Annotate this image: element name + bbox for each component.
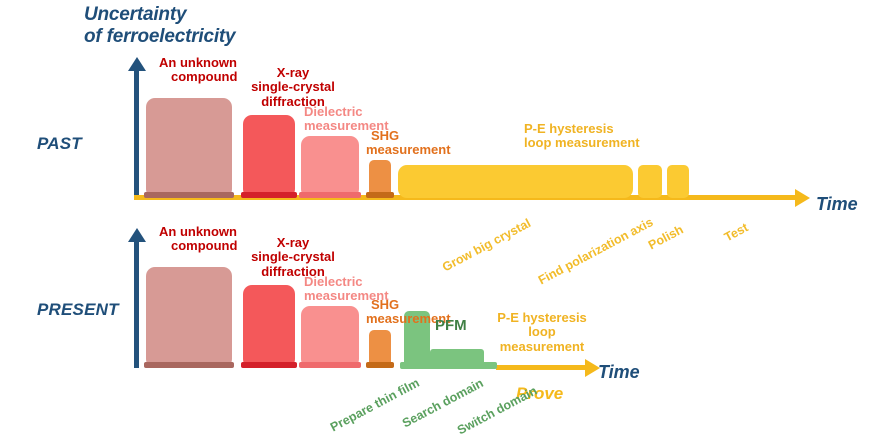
past-label-pe-hysteresis-line-2: loop measurement xyxy=(524,135,640,151)
past-label-unknown-compound-line-2: compound xyxy=(171,69,238,85)
era-label-past: PAST xyxy=(37,134,82,153)
present-prove-label: Prove xyxy=(516,384,564,403)
past-bar-xray xyxy=(243,115,295,198)
past-label-unknown-compound-line-1: An unknown xyxy=(159,55,237,70)
past-bar-pe-find-polarization-axis xyxy=(638,165,662,198)
figure-title: Uncertainty of ferroelectricity xyxy=(84,4,344,48)
past-label-dielectric: Dielectric measurement xyxy=(304,104,389,134)
present-label-unknown-compound: An unknown compound xyxy=(159,224,238,254)
past-label-dielectric-line-2: measurement xyxy=(304,118,389,134)
past-bar-dielectric xyxy=(301,136,359,198)
past-label-pe-hysteresis: P-E hysteresis loop measurement xyxy=(524,121,640,151)
present-label-xray-line-2: single-crystal xyxy=(251,249,335,265)
past-label-xray: X-ray single-crystal diffraction xyxy=(239,65,347,109)
figure-title-line-2: of ferroelectricity xyxy=(84,25,236,47)
past-label-shg-line-2: measurement xyxy=(366,142,451,158)
present-label-pe-hysteresis-line-3: measurement xyxy=(499,338,585,354)
era-label-present: PRESENT xyxy=(37,300,119,319)
past-bar-shg xyxy=(369,160,391,198)
past-label-xray-line-1: X-ray xyxy=(276,65,310,80)
present-bar-pfm-prepare-thin-film xyxy=(404,311,430,368)
past-label-xray-line-3: diffraction xyxy=(261,93,325,109)
past-label-pe-hysteresis-line-1: P-E hysteresis xyxy=(524,121,614,136)
past-bar-pe-polish xyxy=(667,165,689,198)
past-base-dielectric xyxy=(299,192,361,198)
present-uncertainty-axis-line xyxy=(134,241,139,368)
past-time-axis-label: Time xyxy=(816,194,858,214)
present-label-xray: X-ray single-crystal diffraction xyxy=(239,235,347,279)
present-bar-xray xyxy=(243,285,295,368)
past-label-xray-line-2: single-crystal xyxy=(251,79,335,95)
present-time-axis-line xyxy=(496,365,587,370)
present-bar-shg xyxy=(369,330,391,368)
present-bar-unknown-compound xyxy=(146,267,232,368)
present-base-dielectric xyxy=(299,362,361,368)
present-label-unknown-compound-line-2: compound xyxy=(171,238,238,254)
past-uncertainty-axis-arrowhead xyxy=(128,57,146,71)
present-label-xray-line-1: X-ray xyxy=(276,235,310,250)
present-label-dielectric-line-1: Dielectric xyxy=(304,274,363,289)
past-bar-unknown-compound xyxy=(146,98,232,198)
present-base-unknown-compound xyxy=(144,362,234,368)
present-label-pe-hysteresis-line-2: loop xyxy=(528,324,556,340)
past-base-shg xyxy=(366,192,394,198)
present-time-axis-label: Time xyxy=(598,362,640,382)
present-label-pe-hysteresis: P-E hysteresis loop measurement xyxy=(494,310,590,354)
present-label-pe-hysteresis-line-1: P-E hysteresis xyxy=(497,310,587,325)
present-label-xray-line-3: diffraction xyxy=(261,263,325,279)
present-base-shg xyxy=(366,362,394,368)
past-bar-pe-grow-big-crystal xyxy=(398,165,633,198)
past-base-xray xyxy=(241,192,297,198)
present-label-shg-line-1: SHG xyxy=(371,297,400,312)
present-bar-pfm-switch-domain xyxy=(400,362,497,369)
present-time-axis-arrowhead xyxy=(585,359,600,377)
present-label-shg-line-2: measurement xyxy=(366,311,451,327)
figure-title-line-1: Uncertainty xyxy=(84,4,187,25)
present-label-shg: SHG measurement xyxy=(366,297,451,327)
present-bar-dielectric xyxy=(301,306,359,368)
past-process-label-grow-big-crystal: Grow big crystal xyxy=(440,216,534,275)
past-label-unknown-compound: An unknown compound xyxy=(159,55,238,85)
past-time-axis-arrowhead xyxy=(795,189,810,207)
present-label-dielectric: Dielectric measurement xyxy=(304,274,389,304)
present-label-unknown-compound-line-1: An unknown xyxy=(159,224,237,239)
past-label-shg: SHG measurement xyxy=(366,128,451,158)
past-process-label-test: Test xyxy=(722,220,751,245)
present-label-pfm: PFM xyxy=(435,317,467,334)
past-label-shg-line-1: SHG xyxy=(371,128,400,143)
present-uncertainty-axis-arrowhead xyxy=(128,228,146,242)
present-label-dielectric-line-2: measurement xyxy=(304,288,389,304)
past-process-label-find-polarization-axis: Find polarization axis xyxy=(536,215,656,288)
past-base-unknown-compound xyxy=(144,192,234,198)
present-base-xray xyxy=(241,362,297,368)
past-label-dielectric-line-1: Dielectric xyxy=(304,104,363,119)
past-uncertainty-axis-line xyxy=(134,70,139,198)
